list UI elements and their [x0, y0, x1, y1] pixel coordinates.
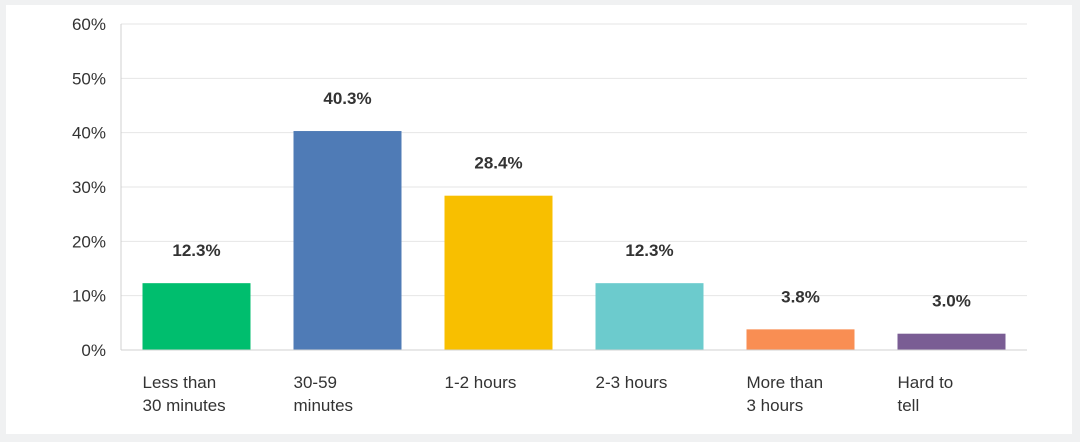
- data-label: 3.8%: [781, 287, 820, 306]
- data-label: 12.3%: [172, 241, 220, 260]
- x-tick-label: 3 hours: [747, 396, 804, 415]
- bar: [746, 329, 855, 350]
- x-tick-label: Hard to: [898, 373, 954, 392]
- y-tick-label: 50%: [72, 69, 106, 88]
- x-tick-label: Less than: [143, 373, 217, 392]
- x-tick-label: tell: [898, 396, 920, 415]
- y-tick-label: 0%: [81, 341, 106, 360]
- y-tick-label: 30%: [72, 178, 106, 197]
- y-tick-label: 20%: [72, 232, 106, 251]
- x-tick-label: 1-2 hours: [445, 373, 517, 392]
- x-tick-label: 2-3 hours: [596, 373, 668, 392]
- bar: [142, 283, 251, 350]
- x-tick-label: 30-59: [294, 373, 337, 392]
- bar: [293, 131, 402, 350]
- data-label: 28.4%: [474, 154, 522, 173]
- bar: [444, 195, 553, 350]
- y-tick-label: 60%: [72, 15, 106, 34]
- y-tick-label: 40%: [72, 124, 106, 143]
- x-tick-label: More than: [747, 373, 824, 392]
- y-tick-label: 10%: [72, 287, 106, 306]
- x-tick-label: 30 minutes: [143, 396, 226, 415]
- bar: [595, 283, 704, 350]
- data-label: 3.0%: [932, 292, 971, 311]
- x-tick-label: minutes: [294, 396, 354, 415]
- data-label: 40.3%: [323, 89, 371, 108]
- data-label: 12.3%: [625, 241, 673, 260]
- bar: [897, 333, 1006, 350]
